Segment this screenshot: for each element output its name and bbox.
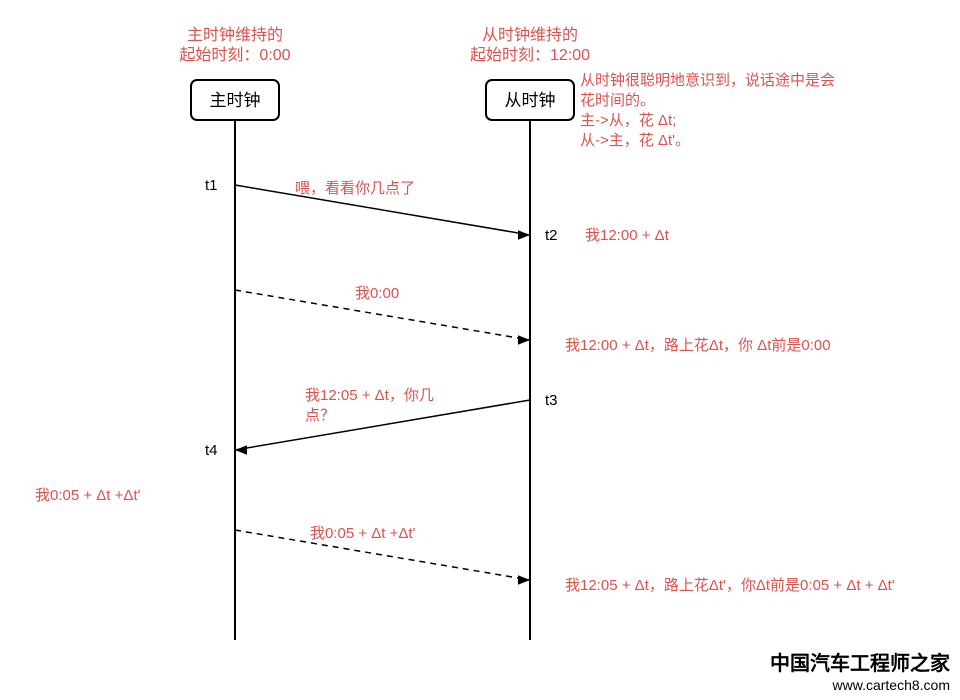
message-label-m3-line0: 我12:05 + Δt，你几 bbox=[305, 387, 434, 404]
messages-group: 喂，看看你几点了我0:00 我12:05 + Δt，你几点？ 我0:05 + Δt … bbox=[235, 180, 530, 585]
right-label-after-dash1: 我12:00 + Δt，路上花Δt，你 Δt前是0:00 bbox=[565, 337, 831, 354]
side-note-line4: 从->主，花 Δt'。 bbox=[580, 132, 690, 149]
arrowhead-icon bbox=[518, 575, 530, 585]
side-note-line3: 主->从，花 Δt; bbox=[580, 112, 676, 129]
master-box-label: 主时钟 bbox=[210, 91, 261, 110]
message-arrow-m3 bbox=[235, 400, 530, 450]
slave-box-label: 从时钟 bbox=[505, 91, 556, 110]
slave-header-line2: 起始时刻：12:00 bbox=[470, 46, 590, 64]
message-label-m3-line1: 点？ bbox=[305, 407, 335, 424]
t3-label: t3 bbox=[545, 392, 558, 409]
watermark-url: www.cartech8.com bbox=[832, 677, 950, 693]
left-label-t4: 我0:05 + Δt +Δt' bbox=[35, 487, 141, 504]
arrowhead-icon bbox=[518, 335, 530, 345]
arrowhead-icon bbox=[235, 445, 247, 455]
right-label-t2: 我12:00 + Δt bbox=[585, 227, 670, 244]
right-label-after-dash2: 我12:05 + Δt，路上花Δt'，你Δt前是0:05 + Δt + Δt' bbox=[565, 577, 895, 594]
message-label-m2-line0: 我0:00 bbox=[355, 285, 399, 302]
master-header-line2: 起始时刻：0:00 bbox=[179, 46, 290, 64]
master-header-line1: 主时钟维持的 bbox=[187, 26, 283, 44]
t1-label: t1 bbox=[205, 177, 218, 194]
watermark-brush: 中国汽车工程师之家 bbox=[770, 651, 951, 675]
slave-header-line1: 从时钟维持的 bbox=[482, 26, 578, 44]
message-label-m4-line0: 我0:05 + Δt +Δt' bbox=[310, 525, 416, 542]
side-note-line2: 花时间的。 bbox=[580, 92, 655, 109]
side-note-line1: 从时钟很聪明地意识到，说话途中是会 bbox=[580, 71, 835, 89]
t2-label: t2 bbox=[545, 227, 558, 244]
message-label-m1-line0: 喂，看看你几点了 bbox=[295, 180, 415, 197]
arrowhead-icon bbox=[518, 230, 530, 240]
t4-label: t4 bbox=[205, 442, 218, 459]
